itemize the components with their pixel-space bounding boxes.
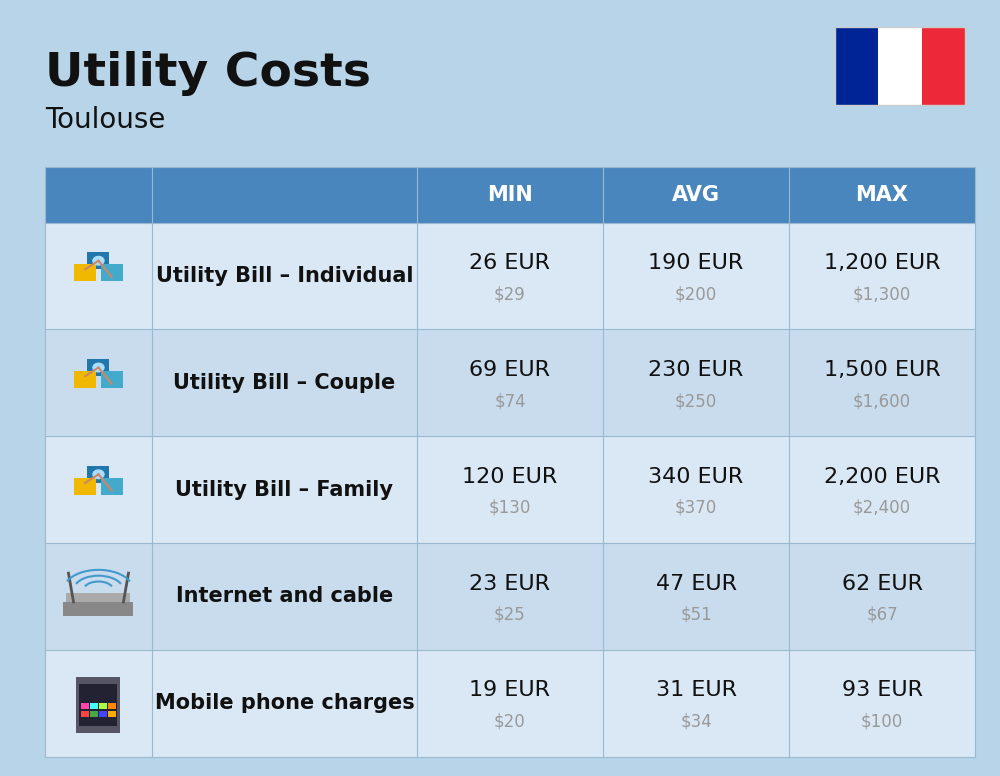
Bar <box>90 711 98 717</box>
Text: Utility Costs: Utility Costs <box>45 51 371 96</box>
Text: $250: $250 <box>675 392 717 410</box>
Bar <box>66 593 130 602</box>
Bar <box>99 703 107 709</box>
Text: 26 EUR: 26 EUR <box>469 253 550 273</box>
Text: 2,200 EUR: 2,200 EUR <box>824 467 940 487</box>
Text: MIN: MIN <box>487 185 533 205</box>
Bar <box>108 711 116 717</box>
Circle shape <box>93 256 104 265</box>
Bar <box>101 478 123 495</box>
Text: 120 EUR: 120 EUR <box>462 467 558 487</box>
Text: Utility Bill – Individual: Utility Bill – Individual <box>156 266 413 286</box>
Text: Utility Bill – Couple: Utility Bill – Couple <box>173 373 396 393</box>
Text: $51: $51 <box>680 605 712 624</box>
Bar <box>79 684 117 726</box>
Text: Internet and cable: Internet and cable <box>176 587 393 606</box>
Bar <box>45 330 975 436</box>
Text: Mobile phone charges: Mobile phone charges <box>155 693 414 713</box>
Bar <box>74 371 96 388</box>
Bar <box>81 711 89 717</box>
Text: 23 EUR: 23 EUR <box>469 573 550 594</box>
Bar <box>878 27 922 105</box>
Text: 190 EUR: 190 EUR <box>648 253 744 273</box>
Text: Toulouse: Toulouse <box>45 106 165 134</box>
Text: 19 EUR: 19 EUR <box>469 681 550 701</box>
Text: 47 EUR: 47 EUR <box>656 573 736 594</box>
Text: $130: $130 <box>489 499 531 517</box>
Text: $25: $25 <box>494 605 526 624</box>
Text: 1,500 EUR: 1,500 EUR <box>824 360 940 380</box>
Bar <box>101 264 123 281</box>
Text: AVG: AVG <box>672 185 720 205</box>
Circle shape <box>93 470 104 479</box>
Text: $1,600: $1,600 <box>853 392 911 410</box>
Text: $29: $29 <box>494 286 526 303</box>
Bar <box>74 264 96 281</box>
Text: $370: $370 <box>675 499 717 517</box>
Bar <box>45 543 975 650</box>
Bar <box>99 711 107 717</box>
Text: $20: $20 <box>494 712 526 730</box>
Bar <box>45 223 975 330</box>
Text: 340 EUR: 340 EUR <box>648 467 744 487</box>
Text: 62 EUR: 62 EUR <box>842 573 922 594</box>
Text: 230 EUR: 230 EUR <box>648 360 744 380</box>
Text: 1,200 EUR: 1,200 EUR <box>824 253 940 273</box>
Bar <box>76 677 120 733</box>
Bar <box>74 478 96 495</box>
Text: 93 EUR: 93 EUR <box>842 681 922 701</box>
Text: 69 EUR: 69 EUR <box>469 360 550 380</box>
Text: MAX: MAX <box>856 185 908 205</box>
Bar <box>87 252 109 269</box>
Text: $67: $67 <box>866 605 898 624</box>
Bar <box>108 703 116 709</box>
Bar <box>87 359 109 376</box>
Text: 31 EUR: 31 EUR <box>656 681 736 701</box>
Bar <box>81 703 89 709</box>
Bar <box>101 371 123 388</box>
Bar <box>835 27 878 105</box>
Bar <box>45 436 975 543</box>
Bar <box>45 167 975 223</box>
Text: $2,400: $2,400 <box>853 499 911 517</box>
Bar <box>45 650 975 757</box>
Text: $34: $34 <box>680 712 712 730</box>
Circle shape <box>93 363 104 372</box>
Text: $74: $74 <box>494 392 526 410</box>
Bar <box>87 466 109 483</box>
Text: $1,300: $1,300 <box>853 286 911 303</box>
Bar <box>922 27 965 105</box>
Bar <box>90 703 98 709</box>
Text: $200: $200 <box>675 286 717 303</box>
Bar <box>63 602 133 616</box>
Bar <box>835 27 965 105</box>
Text: $100: $100 <box>861 712 903 730</box>
Text: Utility Bill – Family: Utility Bill – Family <box>175 480 393 500</box>
